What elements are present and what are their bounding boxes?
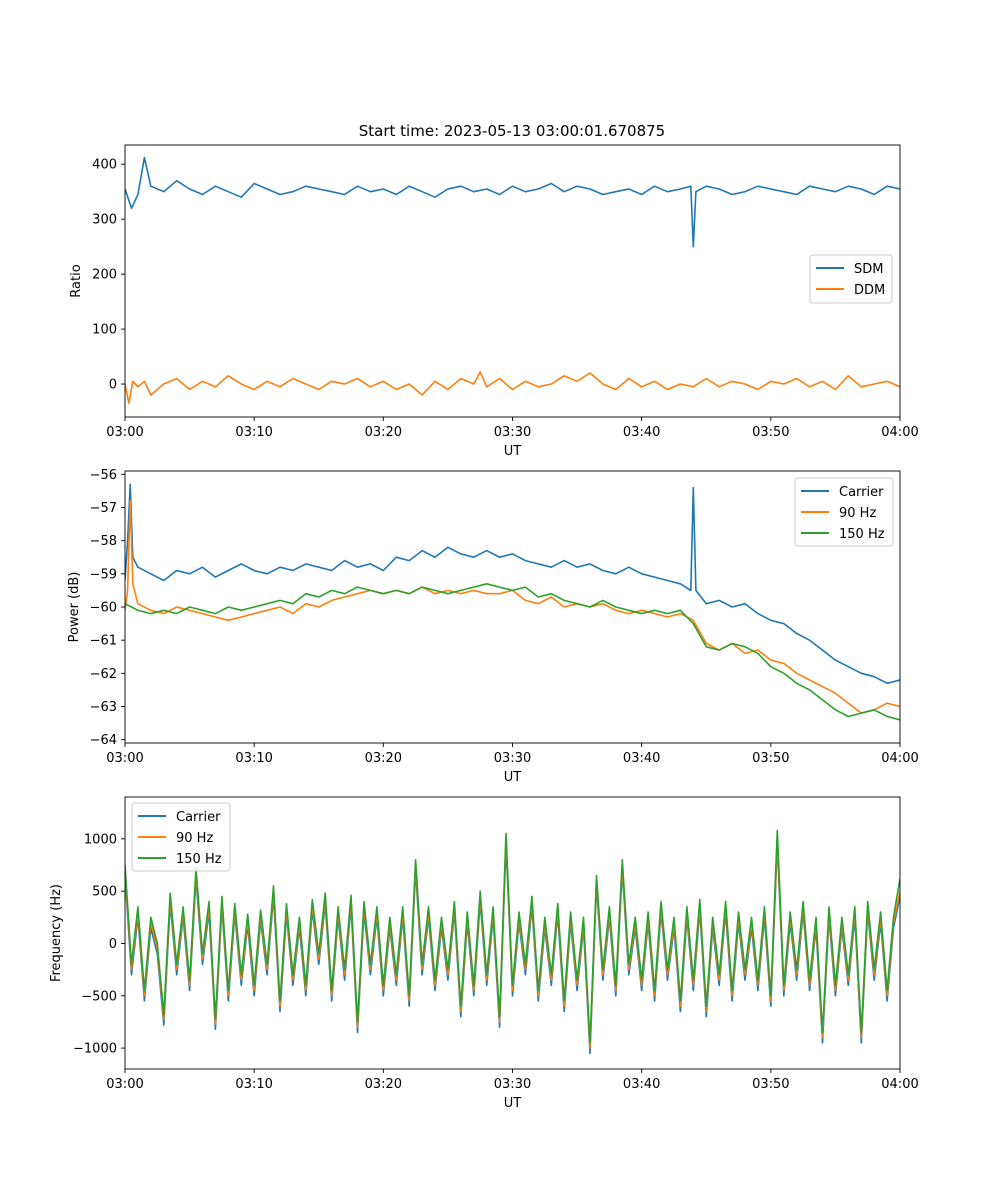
x-tick-label: 03:40: [623, 751, 660, 766]
x-tick-label: 03:50: [752, 425, 789, 440]
x-axis-label: UT: [504, 444, 522, 459]
y-tick-label: −1000: [73, 1042, 117, 1057]
x-tick-label: 04:00: [881, 751, 918, 766]
legend: Carrier 90 Hz 150 Hz: [131, 802, 231, 872]
x-tick-label: 03:30: [494, 425, 531, 440]
x-tick-label: 04:00: [881, 1077, 918, 1092]
legend-label: 150 Hz: [176, 852, 222, 867]
y-axis-label: Frequency (Hz): [49, 884, 64, 982]
y-tick-label: −56: [90, 468, 117, 483]
y-tick-label: −64: [90, 733, 117, 748]
y-tick-label: −500: [81, 989, 117, 1004]
y-tick-label: −62: [90, 667, 117, 682]
x-tick-label: 03:30: [494, 751, 531, 766]
figure-title: Start time: 2023-05-13 03:00:01.670875: [359, 122, 665, 140]
x-tick-label: 03:20: [365, 425, 402, 440]
y-tick-label: 1000: [84, 832, 117, 847]
series-line-150-hz: [125, 829, 900, 1044]
y-tick-label: −59: [90, 567, 117, 582]
legend: Carrier 90 Hz 150 Hz: [794, 477, 894, 547]
legend-label: 150 Hz: [839, 527, 885, 542]
series-line-90-hz: [125, 500, 900, 714]
x-tick-label: 03:40: [623, 425, 660, 440]
y-tick-label: 0: [109, 937, 117, 952]
x-tick-label: 03:20: [365, 1077, 402, 1092]
legend-label: SDM: [854, 262, 883, 277]
legend-label: 90 Hz: [839, 506, 876, 521]
x-axis-label: UT: [504, 770, 522, 785]
y-tick-label: 300: [92, 213, 117, 228]
y-tick-label: 100: [92, 323, 117, 338]
y-axis-label: Power (dB): [67, 572, 82, 643]
plot-3: 03:00 03:10 03:20 03:30 03:40 03:50 04:00 1000 5…: [49, 796, 919, 1111]
y-tick-label: 200: [92, 268, 117, 283]
x-tick-label: 03:20: [365, 751, 402, 766]
y-tick-label: −61: [90, 634, 117, 649]
x-tick-label: 04:00: [881, 425, 918, 440]
y-tick-label: 0: [109, 378, 117, 393]
series-line-sdm: [125, 156, 900, 248]
y-axis-label: Ratio: [69, 264, 84, 297]
x-tick-label: 03:00: [106, 425, 143, 440]
y-tick-label: −57: [90, 501, 117, 516]
x-tick-label: 03:10: [235, 1077, 272, 1092]
x-tick-label: 03:30: [494, 1077, 531, 1092]
legend-label: Carrier: [839, 485, 884, 500]
series-line-150-hz: [125, 583, 900, 721]
legend: SDM DDM: [809, 254, 893, 304]
legend-label: Carrier: [176, 810, 221, 825]
x-tick-label: 03:40: [623, 1077, 660, 1092]
x-tick-label: 03:50: [752, 1077, 789, 1092]
x-tick-label: 03:10: [235, 425, 272, 440]
plot-2: 03:00 03:10 03:20 03:30 03:40 03:50 04:00 −56 −5…: [67, 468, 919, 785]
plot-1: 03:00 03:10 03:20 03:30 03:40 03:50 04:00 0 100 2…: [69, 144, 919, 459]
series-line-carrier: [125, 483, 900, 685]
legend-box: [794, 477, 894, 547]
y-tick-label: 400: [92, 158, 117, 173]
series-line-90-hz: [125, 838, 900, 1049]
x-axis-label: UT: [504, 1096, 522, 1111]
y-tick-label: −60: [90, 601, 117, 616]
y-tick-label: −63: [90, 700, 117, 715]
series-line-carrier: [125, 843, 900, 1055]
legend-label: DDM: [854, 283, 885, 298]
y-tick-label: −58: [90, 534, 117, 549]
series-line-ddm: [125, 371, 900, 405]
x-tick-label: 03:50: [752, 751, 789, 766]
x-tick-label: 03:00: [106, 751, 143, 766]
legend-label: 90 Hz: [176, 831, 213, 846]
x-tick-label: 03:10: [235, 751, 272, 766]
plots: 03:00 03:10 03:20 03:30 03:40 03:50 04:00 0 100 2…: [49, 144, 919, 1111]
y-tick-label: 500: [92, 885, 117, 900]
x-tick-label: 03:00: [106, 1077, 143, 1092]
legend-box: [131, 802, 231, 872]
